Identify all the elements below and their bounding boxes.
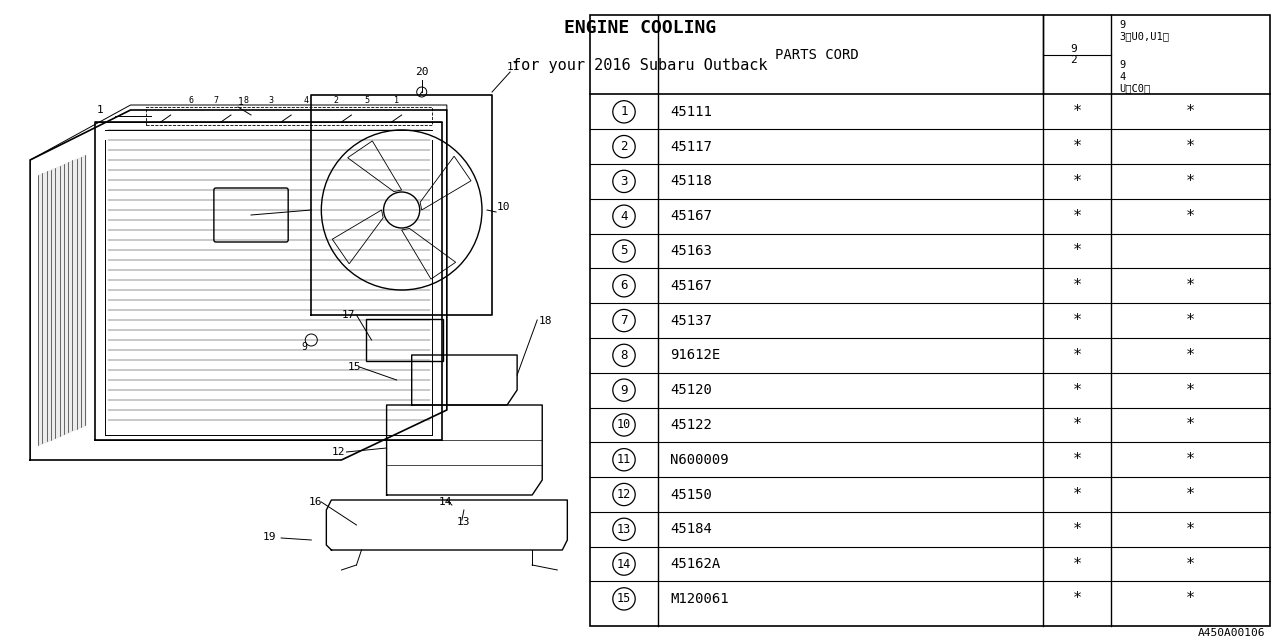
Text: 5: 5: [621, 244, 627, 257]
Text: 14: 14: [439, 497, 452, 507]
Text: 45118: 45118: [669, 175, 712, 188]
Text: 12: 12: [332, 447, 344, 457]
Text: *: *: [1187, 452, 1196, 467]
Text: 13: 13: [617, 523, 631, 536]
Text: *: *: [1187, 209, 1196, 224]
Text: 9
4
U〈C0〉: 9 4 U〈C0〉: [1119, 60, 1151, 93]
Text: *: *: [1073, 313, 1082, 328]
Text: for your 2016 Subaru Outback: for your 2016 Subaru Outback: [512, 58, 768, 72]
Bar: [590, 15, 1270, 626]
Text: 91612E: 91612E: [669, 348, 721, 362]
Text: *: *: [1187, 104, 1196, 119]
Text: 1: 1: [97, 105, 104, 115]
Text: 9: 9: [621, 383, 627, 397]
Text: 14: 14: [617, 557, 631, 571]
Text: 9
3〈U0,U1〉: 9 3〈U0,U1〉: [1119, 20, 1169, 42]
Text: 1: 1: [394, 96, 399, 105]
Text: 2: 2: [334, 96, 339, 105]
Text: *: *: [1073, 278, 1082, 293]
Text: 45162A: 45162A: [669, 557, 721, 571]
Text: *: *: [1073, 522, 1082, 537]
Text: 10: 10: [497, 202, 511, 212]
Text: 18: 18: [538, 316, 552, 326]
Text: 1: 1: [621, 106, 627, 118]
Text: 7: 7: [621, 314, 627, 327]
Text: PARTS CORD: PARTS CORD: [774, 47, 859, 61]
Text: A450A00106: A450A00106: [1198, 628, 1265, 638]
Text: 45167: 45167: [669, 279, 712, 292]
Text: 3: 3: [621, 175, 627, 188]
Text: 20: 20: [415, 67, 429, 77]
Text: *: *: [1073, 174, 1082, 189]
Text: 45111: 45111: [669, 105, 712, 119]
Text: 9
2: 9 2: [1070, 44, 1076, 65]
Text: 45122: 45122: [669, 418, 712, 432]
Text: *: *: [1073, 139, 1082, 154]
Text: 8: 8: [621, 349, 627, 362]
Text: 11: 11: [507, 62, 521, 72]
Text: *: *: [1073, 557, 1082, 572]
Text: *: *: [1187, 522, 1196, 537]
Text: *: *: [1187, 313, 1196, 328]
Text: 45117: 45117: [669, 140, 712, 154]
Text: 1: 1: [238, 97, 244, 107]
Text: 45150: 45150: [669, 488, 712, 502]
Text: *: *: [1073, 209, 1082, 224]
Text: 3: 3: [269, 96, 274, 105]
Text: *: *: [1187, 278, 1196, 293]
Text: 15: 15: [347, 362, 361, 372]
Text: *: *: [1073, 243, 1082, 259]
Text: 11: 11: [617, 453, 631, 466]
Text: ENGINE COOLING: ENGINE COOLING: [564, 19, 716, 37]
Text: M120061: M120061: [669, 592, 728, 606]
Text: *: *: [1073, 383, 1082, 397]
Text: 10: 10: [617, 419, 631, 431]
Text: *: *: [1187, 591, 1196, 606]
Text: 45184: 45184: [669, 522, 712, 536]
Text: 13: 13: [457, 517, 470, 527]
Text: 2: 2: [621, 140, 627, 153]
Text: 45163: 45163: [669, 244, 712, 258]
Text: 6: 6: [188, 96, 193, 105]
Text: *: *: [1187, 348, 1196, 363]
Text: *: *: [1187, 139, 1196, 154]
Text: 16: 16: [308, 497, 321, 507]
Text: *: *: [1187, 383, 1196, 397]
Text: 15: 15: [617, 593, 631, 605]
Text: *: *: [1073, 487, 1082, 502]
Text: *: *: [1073, 452, 1082, 467]
Text: 8: 8: [243, 96, 248, 105]
Text: 6: 6: [621, 279, 627, 292]
Text: *: *: [1073, 591, 1082, 606]
Text: N600009: N600009: [669, 452, 728, 467]
Text: *: *: [1187, 417, 1196, 433]
Text: 5: 5: [364, 96, 369, 105]
Text: *: *: [1187, 487, 1196, 502]
Text: 17: 17: [342, 310, 355, 320]
Text: 45137: 45137: [669, 314, 712, 328]
Text: 12: 12: [617, 488, 631, 501]
Text: *: *: [1073, 348, 1082, 363]
Text: *: *: [1187, 174, 1196, 189]
Text: 4: 4: [621, 210, 627, 223]
Text: *: *: [1187, 557, 1196, 572]
Text: *: *: [1073, 417, 1082, 433]
Text: 45167: 45167: [669, 209, 712, 223]
Text: 7: 7: [214, 96, 219, 105]
Text: 9: 9: [301, 342, 307, 352]
Text: 19: 19: [264, 532, 276, 542]
Text: 45120: 45120: [669, 383, 712, 397]
Text: 4: 4: [303, 96, 308, 105]
Text: *: *: [1073, 104, 1082, 119]
